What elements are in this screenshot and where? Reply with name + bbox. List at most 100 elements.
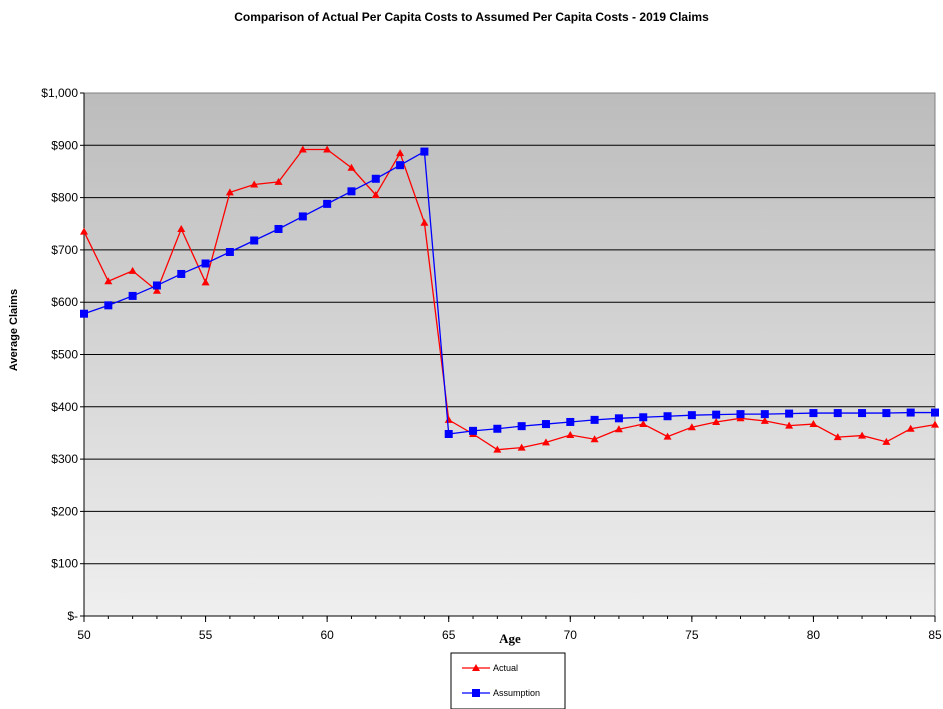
y-tick-label: $700	[51, 243, 78, 257]
point-assumption	[712, 410, 721, 419]
point-assumption	[250, 236, 259, 245]
x-tick-label: 65	[442, 628, 456, 642]
series-line-assumption	[83, 150, 935, 435]
y-tick-label: $600	[51, 295, 78, 309]
x-tick-label: 85	[928, 628, 942, 642]
point-actual	[80, 227, 88, 235]
point-assumption	[152, 281, 161, 290]
x-tick-label: 60	[320, 628, 334, 642]
point-actual	[687, 423, 696, 431]
y-tick-label: $500	[51, 348, 78, 362]
point-actual	[493, 445, 502, 453]
point-assumption	[225, 247, 234, 256]
point-assumption	[541, 420, 550, 429]
point-actual	[833, 433, 842, 441]
point-assumption	[517, 422, 526, 431]
x-tick-label: 75	[685, 628, 699, 642]
point-assumption	[833, 409, 842, 418]
point-actual	[104, 277, 113, 285]
legend-box	[450, 652, 566, 709]
point-actual	[931, 420, 939, 428]
point-actual	[250, 180, 259, 188]
x-axis-title: Age	[499, 631, 521, 646]
legend: Actual Assumption	[450, 652, 566, 709]
point-actual	[809, 420, 818, 428]
point-actual	[201, 278, 210, 286]
point-actual	[566, 431, 575, 439]
legend-label-assumption: Assumption	[493, 688, 540, 698]
point-assumption	[104, 301, 113, 310]
point-assumption	[858, 409, 867, 418]
point-assumption	[566, 417, 575, 426]
point-actual	[760, 416, 769, 424]
y-axis-title: Average Claims	[8, 289, 20, 371]
point-actual	[858, 431, 867, 439]
point-assumption	[80, 309, 88, 318]
point-actual	[785, 421, 794, 429]
point-actual	[541, 438, 550, 446]
point-assumption	[590, 415, 599, 424]
point-actual	[274, 177, 283, 185]
y-tick-label: $300	[51, 452, 78, 466]
point-assumption	[274, 224, 283, 233]
y-tick-label: $-	[67, 609, 78, 623]
point-actual	[128, 266, 137, 274]
point-assumption	[809, 409, 818, 418]
point-assumption	[420, 147, 429, 156]
point-assumption	[785, 409, 794, 418]
point-actual	[177, 224, 186, 232]
x-tick-label: 50	[77, 628, 91, 642]
axes: $- $100 $200 $300 $400 $500 $600 $700 $800 $900 $1…	[41, 86, 942, 642]
y-tick-label: $900	[51, 138, 78, 152]
point-assumption	[906, 408, 915, 417]
point-assumption	[396, 161, 405, 170]
point-assumption	[177, 269, 186, 278]
point-assumption	[469, 426, 478, 435]
legend-marker-assumption	[472, 689, 480, 697]
point-actual	[663, 432, 672, 440]
gridlines	[84, 144, 935, 565]
point-actual	[152, 286, 161, 294]
point-assumption	[201, 259, 210, 268]
point-assumption	[298, 212, 307, 221]
point-assumption	[931, 408, 939, 417]
y-tick-label: $400	[51, 400, 78, 414]
legend-marker-actual	[472, 664, 480, 671]
point-assumption	[736, 410, 745, 419]
series-line-actual	[83, 148, 936, 451]
point-actual	[614, 425, 623, 433]
point-assumption	[323, 199, 332, 208]
point-actual	[906, 424, 915, 432]
point-actual	[420, 218, 429, 226]
x-tick-label: 80	[807, 628, 821, 642]
point-assumption	[639, 413, 648, 422]
point-actual	[347, 163, 356, 171]
point-actual	[225, 188, 234, 196]
point-actual	[712, 417, 721, 425]
x-tick-label: 70	[564, 628, 578, 642]
point-assumption	[347, 187, 356, 196]
point-assumption	[493, 424, 502, 433]
point-actual	[639, 420, 648, 428]
point-actual	[323, 145, 332, 153]
y-tick-label: $800	[51, 191, 78, 205]
point-actual	[444, 415, 453, 423]
x-tick-label: 55	[199, 628, 213, 642]
point-assumption	[614, 414, 623, 423]
point-assumption	[882, 409, 891, 418]
y-tick-label: $200	[51, 504, 78, 518]
y-tick-label: $1,000	[41, 86, 78, 100]
point-assumption	[371, 174, 380, 183]
point-assumption	[663, 412, 672, 421]
point-actual	[396, 149, 405, 157]
point-actual	[298, 145, 307, 153]
point-actual	[371, 190, 380, 198]
point-actual	[882, 437, 891, 445]
point-assumption	[687, 411, 696, 420]
series-layer	[80, 145, 939, 453]
legend-label-actual: Actual	[493, 663, 518, 673]
point-assumption	[444, 429, 453, 438]
point-assumption	[128, 291, 137, 300]
point-actual	[590, 435, 599, 443]
